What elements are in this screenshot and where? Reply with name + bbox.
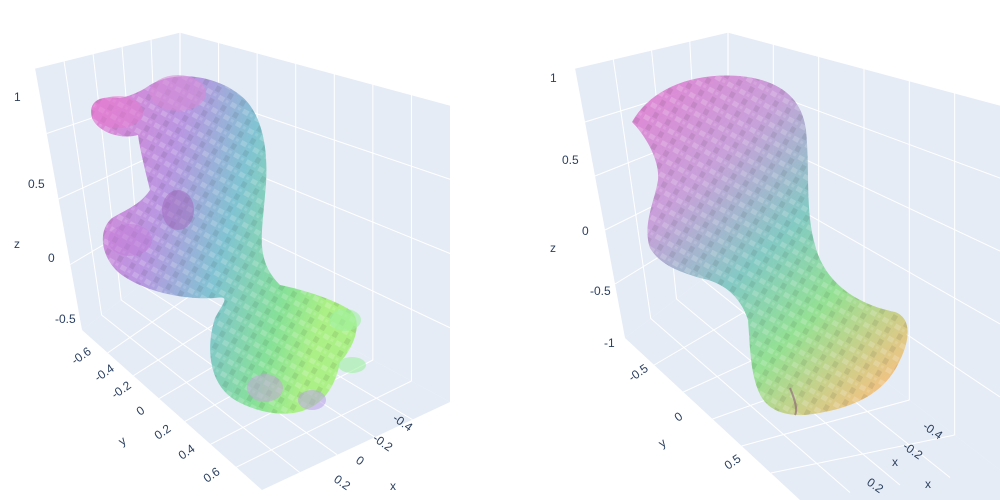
gridline	[770, 434, 955, 474]
axis-right-x-title: x	[892, 455, 898, 469]
mesh-left-finger-top	[150, 75, 206, 111]
axis-left-z-tick: -0.5	[55, 312, 76, 326]
axis-left-y-tick: -0.2	[109, 378, 134, 402]
axis-left-y-tick: 0.4	[176, 441, 198, 462]
axis-right-y-tick: 0	[672, 409, 686, 424]
axis-left-y-tick: 0.6	[201, 464, 223, 485]
axis-right-y-tick: 0.5	[722, 451, 744, 472]
axis-left-z-title: z	[14, 237, 20, 251]
axis-left-y-tick: -0.6	[69, 344, 94, 368]
axis-right-z-title: z	[550, 241, 556, 255]
gridline	[236, 380, 412, 468]
mesh-right-crease	[789, 387, 798, 416]
axis-left-z-tick: 1	[14, 90, 21, 104]
axis-left-z-tick: 0.5	[28, 177, 45, 191]
mesh-right-texture	[632, 75, 908, 416]
gridline	[101, 314, 300, 473]
axis-right-z-tick: 0.5	[562, 153, 579, 167]
axis-left-z-tick: 0	[48, 251, 55, 265]
axis-right-y-tick: -0.5	[626, 361, 651, 385]
scene-right[interactable]: z 1 0.5 0 -0.5 -1 -0.5 0 0.5 y -0.4 -0.2…	[550, 31, 1000, 500]
mesh-left-texture	[91, 76, 357, 414]
axis-left-y-tick: -0.4	[92, 361, 117, 385]
axis-right-y-title: y	[656, 436, 669, 451]
mesh-left-foot	[247, 374, 283, 402]
axis-right-z-tick: 1	[550, 71, 557, 85]
mesh-left-hollow	[162, 190, 194, 230]
mesh-left-toe-1	[329, 309, 361, 331]
axis-right-z-tick: 0	[582, 224, 589, 238]
axis-left-y-tick: 0	[134, 403, 148, 418]
mesh-left-toe-3	[298, 390, 326, 410]
axis-left-x-tick: 0	[353, 453, 367, 468]
mesh-left	[91, 75, 366, 414]
axis-right-z: z 1 0.5 0 -0.5 -1	[550, 71, 615, 350]
axis-right-x-title-2: x	[925, 477, 931, 491]
axis-left-z: z 1 0.5 0 -0.5	[14, 90, 76, 326]
scene-left[interactable]: z 1 0.5 0 -0.5 -0.6 -0.4 -0.2 0 0.2 0.4 …	[14, 31, 451, 493]
mesh-left-finger-left	[93, 96, 143, 128]
axis-right-z-tick: -0.5	[590, 284, 611, 298]
axis-left-y-title: y	[116, 434, 129, 449]
axis-left-x-title: x	[390, 479, 396, 493]
mesh-left-toe-2	[338, 357, 366, 373]
gridline	[741, 399, 910, 447]
gridline	[612, 58, 652, 319]
mesh-left-lower-lobe	[108, 224, 152, 256]
mesh-right	[632, 75, 908, 416]
axis-left-x-tick: 0.2	[331, 472, 353, 493]
axis-left-y-tick: 0.2	[152, 421, 174, 442]
axis-right-z-tick: -1	[604, 336, 615, 350]
